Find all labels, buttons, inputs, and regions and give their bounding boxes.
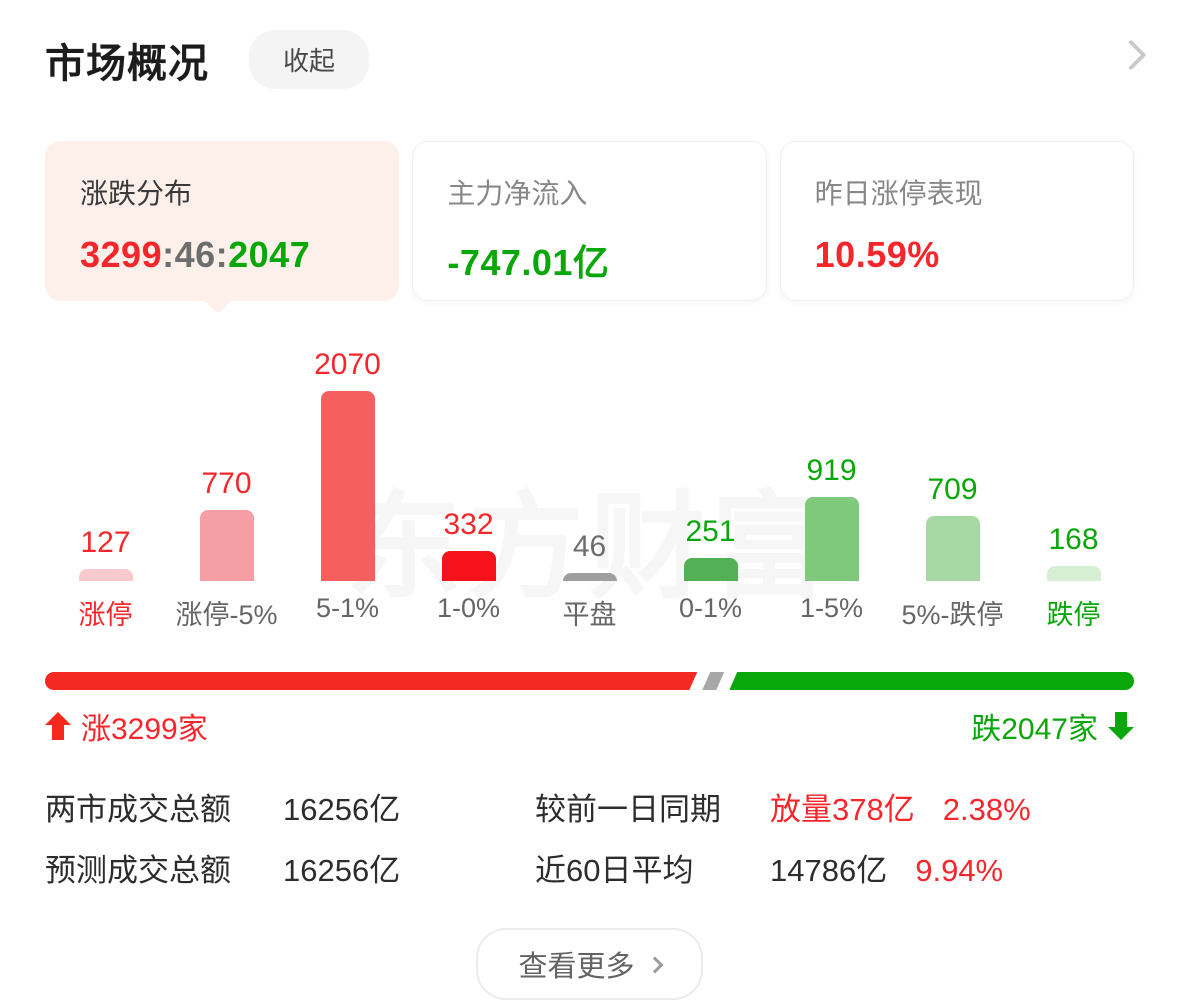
bar-value-label: 168 (1048, 523, 1099, 556)
down-total-label: 跌2047家 (971, 713, 1098, 746)
bar-value-label: 251 (685, 515, 736, 548)
stat-value: 16256亿 (283, 792, 401, 827)
view-more-button[interactable]: 查看更多 (476, 928, 703, 1000)
card-label: 涨跌分布 (80, 178, 193, 209)
more-wrap: 查看更多 (45, 928, 1134, 1000)
chart-column[interactable]: 709 (892, 343, 1013, 581)
category-label: 1-5% (799, 593, 864, 623)
up-total-label: 涨3299家 (81, 713, 208, 746)
up-count: 3299 (80, 234, 163, 275)
card-value: -747.01亿 (447, 242, 610, 283)
bar (320, 391, 375, 581)
bar-value-label: 709 (927, 473, 978, 506)
header: 市场概况 收起 (45, 0, 1147, 89)
stat-value: 16256亿 (283, 853, 401, 888)
updown-labels: 涨3299家 跌2047家 (45, 704, 1134, 748)
ratio-down-segment (729, 672, 1134, 690)
flat-count: :46: (162, 234, 229, 275)
bar-value-label: 127 (80, 526, 131, 559)
bar-value-label: 770 (201, 467, 252, 500)
card-label: 昨日涨停表现 (814, 178, 983, 209)
chevron-right-icon[interactable] (1115, 39, 1147, 71)
volume-change: 放量378亿 (770, 792, 915, 827)
bar (78, 569, 133, 581)
card-pointer-tail (201, 280, 235, 314)
avg-value-pct: 9.94% (915, 853, 1004, 888)
category-label: 涨停 (78, 600, 133, 630)
chart-bars: 127 770 2070 332 46 251 919 709 168 (45, 343, 1134, 581)
stat-label: 近60日平均 (535, 853, 694, 888)
bar (1046, 566, 1101, 581)
stat-label: 预测成交总额 (45, 853, 231, 888)
stats-row: 两市成交总额 16256亿 较前一日同期 放量378亿 2.38% (45, 784, 1134, 829)
stats-row: 预测成交总额 16256亿 近60日平均 14786亿 9.94% (45, 845, 1134, 890)
chevron-right-icon (646, 956, 663, 973)
category-label: 涨停-5% (175, 600, 278, 630)
collapse-button[interactable]: 收起 (249, 30, 370, 89)
chart-column[interactable]: 251 (650, 343, 771, 581)
chart-column[interactable]: 46 (529, 343, 650, 581)
stat-label: 较前一日同期 (535, 792, 721, 827)
bar-value-label: 46 (572, 530, 607, 563)
page-title: 市场概况 (45, 41, 209, 86)
bar (804, 497, 859, 581)
stat-label: 两市成交总额 (45, 792, 231, 827)
chart-column[interactable]: 127 (45, 343, 166, 581)
view-more-label: 查看更多 (518, 951, 635, 983)
chart-column[interactable]: 2070 (287, 343, 408, 581)
chart-column[interactable]: 168 (1013, 343, 1134, 581)
bar (683, 558, 738, 581)
summary-cards: 涨跌分布 3299:46:2047 主力净流入 -747.01亿 昨日涨停表现 … (45, 141, 1134, 314)
category-label: 0-1% (678, 593, 743, 623)
bar (562, 573, 617, 581)
category-label: 平盘 (562, 600, 617, 630)
bar (925, 516, 980, 581)
volume-change-pct: 2.38% (942, 792, 1031, 827)
bar-value-label: 919 (806, 454, 857, 487)
turnover-stats: 两市成交总额 16256亿 较前一日同期 放量378亿 2.38% 预测成交总额 … (45, 784, 1134, 890)
card-value: 10.59% (814, 234, 940, 275)
stat-value: 14786亿 9.94% (770, 845, 1134, 890)
chart-categories: 涨停 涨停-5% 5-1% 1-0% 平盘 0-1% 1-5% 5%-跌停 跌停 (45, 593, 1134, 632)
chart-column[interactable]: 770 (166, 343, 287, 581)
category-label: 1-0% (436, 593, 501, 623)
down-total: 跌2047家 (971, 704, 1134, 748)
bar (199, 510, 254, 581)
bar (441, 551, 496, 581)
updown-ratio-bar (45, 672, 1134, 690)
card-yesterday-limit-up[interactable]: 昨日涨停表现 10.59% (779, 141, 1134, 301)
ratio-up-segment (45, 672, 697, 690)
bar-value-label: 2070 (314, 348, 381, 381)
card-label: 主力净流入 (447, 178, 588, 209)
card-updown-distribution[interactable]: 涨跌分布 3299:46:2047 (45, 141, 400, 314)
avg-value: 14786亿 (770, 853, 888, 888)
category-label: 5%-跌停 (901, 600, 1004, 630)
down-arrow-icon (1108, 712, 1134, 740)
up-total: 涨3299家 (45, 704, 208, 748)
card-main-net-inflow[interactable]: 主力净流入 -747.01亿 (412, 141, 767, 301)
chart-column[interactable]: 919 (771, 343, 892, 581)
ratio-flat-segment (702, 672, 724, 690)
card-value: 3299:46:2047 (80, 234, 364, 276)
up-arrow-icon (45, 712, 71, 740)
category-label: 跌停 (1046, 600, 1101, 630)
down-count: 2047 (228, 234, 311, 275)
stat-value: 放量378亿 2.38% (770, 784, 1134, 829)
chart-column[interactable]: 332 (408, 343, 529, 581)
bar-value-label: 332 (443, 508, 494, 541)
category-label: 5-1% (315, 593, 380, 623)
